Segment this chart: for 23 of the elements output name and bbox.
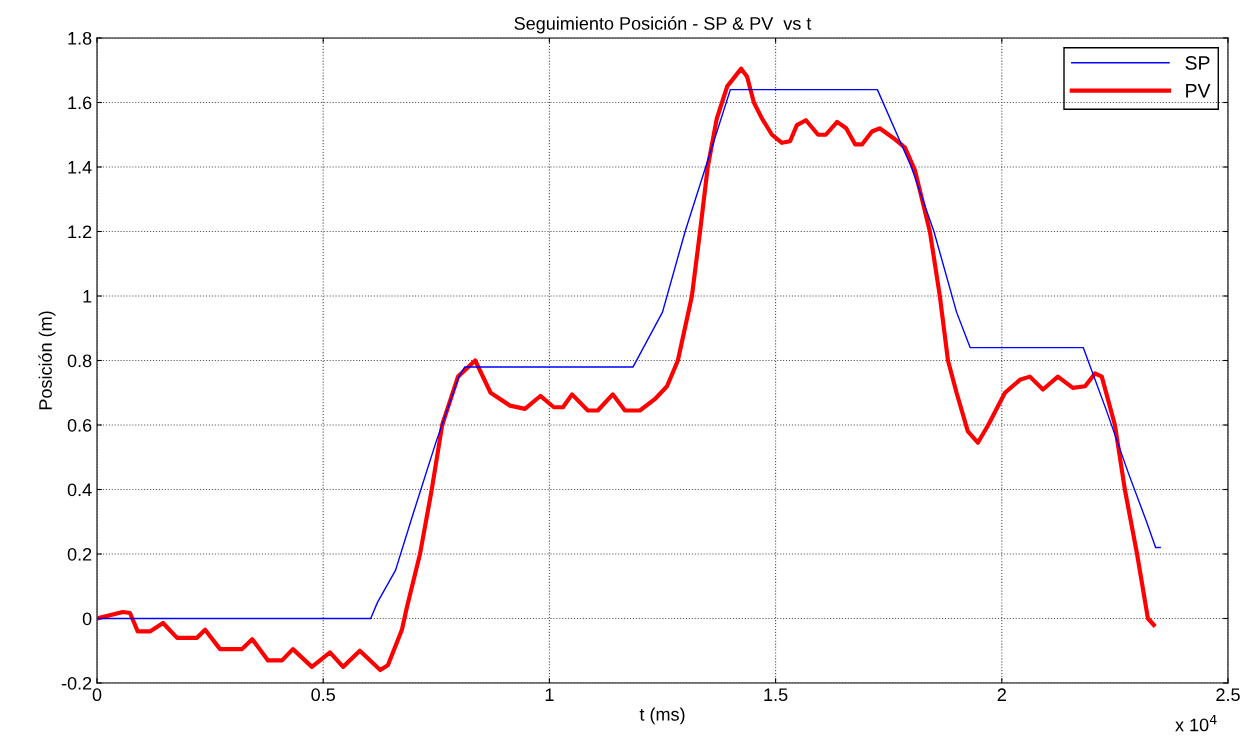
y-axis-title: Posición (m) <box>38 311 56 410</box>
y-tick-label: 0 <box>82 612 92 626</box>
x-tick-label: 1.5 <box>764 688 788 702</box>
x-tick-label: 1 <box>545 688 554 701</box>
y-tick-label: 0.4 <box>67 483 92 497</box>
x-tick-label: 0.5 <box>311 688 335 702</box>
x-tick-label: 0 <box>92 688 102 702</box>
y-tick-label: -0.2 <box>61 676 92 690</box>
x-tick-label: 2.5 <box>1216 688 1240 702</box>
x-axis-title: t (ms) <box>639 707 685 725</box>
y-tick-label: 1.6 <box>68 96 92 110</box>
y-tick-label: 1.2 <box>68 225 92 239</box>
text: x 10$^{4}$ <box>1175 715 1217 732</box>
y-tick-label: 0.8 <box>67 354 92 368</box>
chart-title: Seguimiento Posición - SP & PV vs t <box>514 16 812 34</box>
x-tick-label: 2 <box>997 688 1006 701</box>
y-tick-label: 0.2 <box>67 547 92 561</box>
y-tick-label: 0.6 <box>67 418 92 432</box>
y-tick-label: 1 <box>83 290 92 303</box>
y-tick-label: 1.4 <box>68 161 92 174</box>
text: SP <box>1185 56 1210 70</box>
text: PV <box>1186 84 1211 98</box>
y-tick-label: 1.8 <box>68 31 92 45</box>
